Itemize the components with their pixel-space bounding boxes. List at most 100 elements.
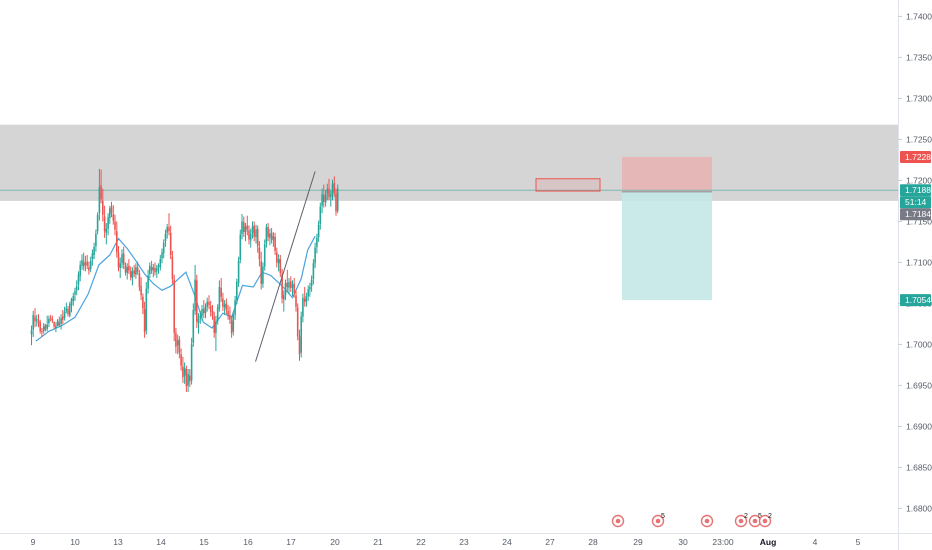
candle xyxy=(262,262,264,288)
countdown-badge: 51:14 xyxy=(900,196,931,209)
flag-icon[interactable]: 2 xyxy=(734,513,749,528)
price-tick-label: 1.71500 xyxy=(906,216,932,226)
candle xyxy=(53,321,55,329)
candle xyxy=(230,315,233,338)
event-marker-core xyxy=(655,518,661,524)
candle-body xyxy=(79,264,81,276)
candle-body xyxy=(89,260,92,269)
drawings-layer xyxy=(255,171,601,362)
price-tick-label: 1.68500 xyxy=(906,462,932,472)
candle-body xyxy=(284,282,287,296)
flag-icon[interactable] xyxy=(700,514,714,528)
globe-icon[interactable] xyxy=(611,514,625,528)
candle xyxy=(58,316,61,328)
candle xyxy=(102,188,104,222)
candle xyxy=(117,246,120,272)
candle-body xyxy=(330,194,332,197)
time-axis[interactable]: 9 10 13 14 15 16 17 20 21 22 23 24 27 28 29 30 23:00 Aug 4… xyxy=(31,537,861,547)
candle-body xyxy=(39,322,41,332)
resistance-zone[interactable] xyxy=(0,124,898,201)
candle xyxy=(319,202,322,230)
candle xyxy=(98,168,101,221)
short-position-target-area[interactable] xyxy=(622,191,712,301)
flag-icon[interactable]: 5 xyxy=(651,513,666,528)
candle-body xyxy=(291,284,294,288)
candle xyxy=(128,259,130,274)
time-tick-label: 5 xyxy=(856,537,861,547)
candle-body xyxy=(98,187,101,214)
candle-body xyxy=(62,316,64,320)
candle xyxy=(65,302,68,314)
short-position-stop-area[interactable] xyxy=(622,156,712,192)
flag-icon[interactable]: 2 xyxy=(758,513,773,528)
candle xyxy=(32,310,34,337)
time-tick-label: 20 xyxy=(330,537,340,547)
candle xyxy=(291,280,294,296)
candle-body xyxy=(180,354,182,366)
candle-body xyxy=(199,315,202,319)
candle xyxy=(114,214,116,236)
candle xyxy=(335,188,337,216)
candle-body xyxy=(213,316,215,333)
candle xyxy=(157,263,160,274)
ma-value-badge-text: 1.71849 xyxy=(905,209,932,219)
candle xyxy=(109,205,111,224)
candle-body xyxy=(331,183,334,195)
candle xyxy=(316,233,318,254)
candle xyxy=(84,255,87,272)
time-tick-label: 24 xyxy=(502,537,512,547)
candle xyxy=(171,250,174,284)
candle xyxy=(225,298,228,315)
event-marker-core xyxy=(762,518,768,524)
candle xyxy=(249,228,252,248)
time-tick-label: 13 xyxy=(113,537,123,547)
candle xyxy=(241,214,243,240)
candle-body xyxy=(209,305,212,312)
candle-body xyxy=(116,231,118,253)
candle xyxy=(129,266,132,281)
candle xyxy=(236,278,238,305)
candle xyxy=(112,205,115,225)
candle-body xyxy=(319,206,322,224)
candle xyxy=(110,201,113,218)
time-tick-label: 16 xyxy=(243,537,253,547)
candles-layer xyxy=(30,168,339,392)
candle-body xyxy=(176,340,179,346)
candle xyxy=(253,221,255,242)
candle-body xyxy=(218,287,221,309)
trendline[interactable] xyxy=(255,171,316,362)
candle xyxy=(312,259,315,285)
candle xyxy=(34,308,36,328)
candle xyxy=(199,310,202,324)
candle xyxy=(152,264,155,278)
stop-loss-badge-text: 1.72286 xyxy=(905,152,932,162)
candle-body xyxy=(74,291,76,295)
candle xyxy=(215,315,217,351)
price-tick-label: 1.73500 xyxy=(906,52,932,62)
candle-body xyxy=(203,309,205,314)
candle xyxy=(293,278,295,298)
candle xyxy=(159,255,162,271)
candle-body xyxy=(149,265,151,274)
candle-body xyxy=(321,194,323,206)
candle xyxy=(211,305,214,320)
candle xyxy=(239,229,242,264)
candle-body xyxy=(206,301,208,307)
candle xyxy=(260,251,262,290)
candle xyxy=(154,262,156,276)
candle-body xyxy=(333,182,336,193)
price-tick-label: 1.72500 xyxy=(906,134,932,144)
supply-box[interactable] xyxy=(535,178,601,192)
candle xyxy=(216,304,219,325)
candle xyxy=(303,287,306,307)
candle xyxy=(326,183,329,201)
candle-body xyxy=(135,267,137,275)
candle-body xyxy=(42,326,45,332)
countdown-badge-bg xyxy=(900,196,931,209)
time-tick-label: 23 xyxy=(459,537,469,547)
candle xyxy=(248,225,250,245)
candle xyxy=(290,276,292,292)
candle xyxy=(190,337,193,385)
candle xyxy=(243,216,245,237)
